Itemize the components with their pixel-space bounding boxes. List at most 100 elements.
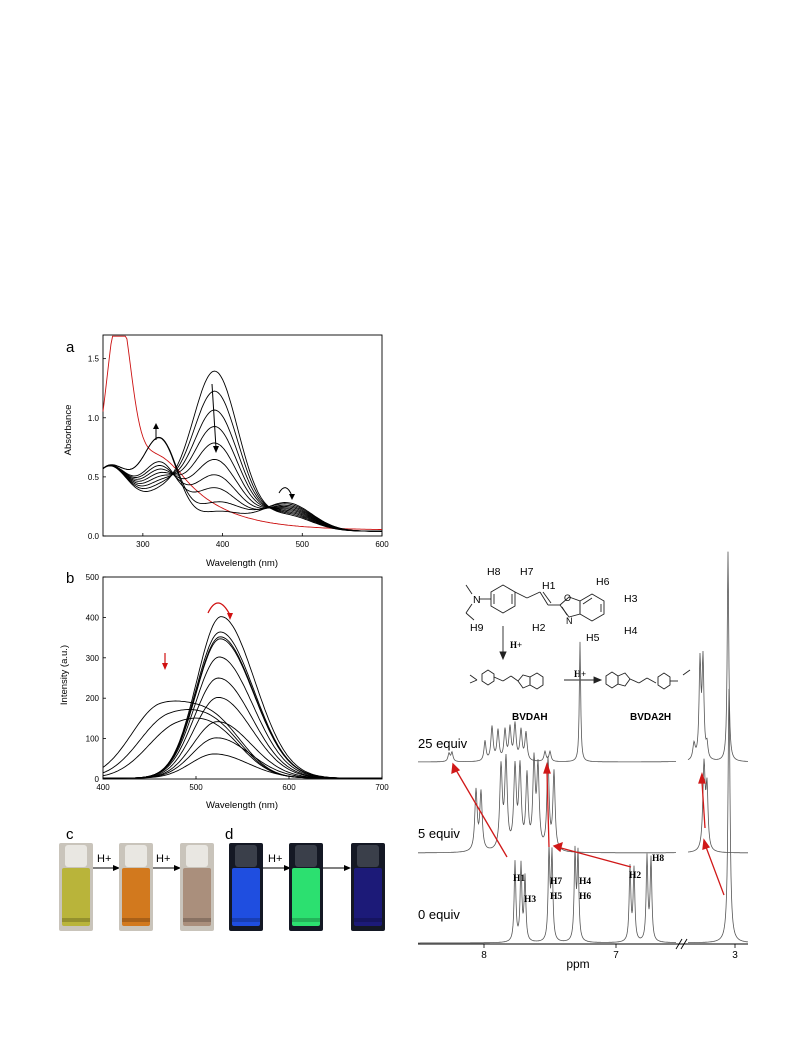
compound-label: BVDAH: [512, 712, 548, 723]
nmr-traces: [418, 551, 748, 944]
plot-frame: [102, 576, 383, 780]
trace-label: 5 equiv: [418, 826, 460, 841]
plot-frame: [102, 334, 383, 537]
panel-b-label: b: [66, 570, 74, 587]
emission-curve: [102, 709, 382, 779]
x-axis-label: ppm: [566, 957, 589, 971]
acid-label: H+: [574, 669, 586, 679]
absorbance-curve: [102, 436, 382, 532]
vial-photos: [59, 843, 385, 931]
quench-arrow: [162, 653, 168, 670]
emission-curve: [103, 677, 382, 779]
panel-c-label: c: [66, 826, 74, 843]
atom-label: H5: [586, 632, 600, 644]
absorbance-series: [102, 335, 383, 532]
atom-label: H3: [624, 593, 638, 605]
decrease-arrow: [211, 383, 219, 453]
absorbance-curve: [102, 370, 382, 532]
emission-curve: [103, 631, 382, 779]
tick-label: 400: [86, 613, 100, 622]
absorbance-curve: [102, 390, 382, 532]
nmr-spectrum: [418, 688, 748, 944]
tick-label: 0: [95, 775, 100, 784]
tick-label: 7: [613, 950, 619, 961]
vials-c-arrows: H+ H+: [90, 853, 181, 871]
emission-series: [102, 616, 382, 779]
axis-ticks: 400 500 600 700 0 100 200 300 400 500: [86, 573, 390, 792]
atom-label: N: [473, 594, 481, 606]
emission-curve: [103, 616, 382, 779]
peak-label: H4: [579, 877, 591, 887]
x-axis-label: Wavelength (nm): [206, 558, 278, 569]
tick-label: 400: [216, 540, 230, 549]
reaction-scheme: [465, 584, 691, 690]
panel-a-label: a: [66, 339, 75, 356]
tick-label: 400: [96, 783, 110, 792]
scheme-labels: H8 H7 H1 H6 H3 H4 H5 H2 H9 N O N H+ H+ B…: [470, 566, 671, 723]
tick-label: 0.0: [88, 532, 100, 541]
acid-label: H+: [97, 853, 111, 865]
tick-label: 0.5: [88, 473, 100, 482]
axis-ticks: 8 7 3: [481, 944, 738, 961]
peak-label: H7: [550, 877, 562, 887]
benzene-ring: [490, 584, 516, 614]
atom-label: N: [566, 616, 573, 626]
emission-curve: [103, 696, 382, 779]
shift-arrows: [451, 761, 725, 896]
shift-arrow: [278, 487, 295, 500]
acid-label: H+: [510, 640, 522, 650]
acid-label: H+: [156, 853, 170, 865]
peak-label: H2: [629, 871, 641, 881]
emission-curve: [103, 636, 382, 779]
vial: [119, 843, 153, 931]
peak-labels: H1 H3 H7 H5 H4 H6 H2 H8: [513, 854, 664, 905]
axis-ticks: 300 400 500 600 0.0 0.5 1.0 1.5: [88, 355, 389, 549]
tick-label: 1.0: [88, 414, 100, 423]
nmr-spectrum: [418, 551, 748, 763]
tick-label: 700: [375, 783, 389, 792]
axis-break: [675, 938, 688, 950]
tick-label: 200: [86, 694, 100, 703]
tick-label: 500: [86, 573, 100, 582]
atom-label: H9: [470, 622, 484, 634]
trace-label: 0 equiv: [418, 907, 460, 922]
absorbance-curve: [102, 461, 382, 532]
absorbance-curve: [102, 464, 382, 532]
tick-label: 3: [732, 950, 738, 961]
increase-arrow: [153, 423, 159, 440]
vials-d-arrows: H+: [261, 853, 351, 871]
absorbance-curve: [102, 437, 382, 532]
peak-label: H5: [550, 892, 562, 902]
emission-curve: [103, 737, 382, 779]
tick-label: 8: [481, 950, 487, 961]
atom-label: H7: [520, 566, 534, 578]
nmr-spectrum: [418, 752, 748, 854]
panel-a-absorbance-chart: a 300 400 500 600 0.0 0.5 1.0 1.5 Wavelength (n…: [63, 334, 389, 569]
tick-label: 300: [86, 654, 100, 663]
atom-label: H8: [487, 566, 501, 578]
panel-b-emission-chart: b 400 500 600 700 0 100 200 300 400 500 Wavelengt…: [59, 570, 389, 811]
y-axis-label: Intensity (a.u.): [59, 645, 70, 705]
emission-curve: [102, 700, 382, 779]
peak-label: H3: [524, 895, 536, 905]
emission-curve: [103, 753, 382, 779]
nmr-stack-chart: 8 7 3 ppm 25 equiv 5 equiv 0 equiv H1 H3 H…: [418, 551, 748, 971]
acid-label: H+: [268, 853, 282, 865]
absorbance-curve: [102, 335, 382, 530]
peak-label: H8: [652, 854, 664, 864]
peak-label: H6: [579, 892, 591, 902]
emission-curve: [103, 656, 382, 779]
tick-label: 100: [86, 735, 100, 744]
vial: [229, 843, 263, 931]
tick-label: 600: [282, 783, 296, 792]
tick-label: 500: [189, 783, 203, 792]
atom-label: H6: [596, 576, 610, 588]
x-axis-label: Wavelength (nm): [206, 800, 278, 811]
tick-label: 1.5: [88, 355, 100, 364]
tick-label: 300: [136, 540, 150, 549]
vial: [59, 843, 93, 931]
tick-label: 600: [375, 540, 389, 549]
panel-d-label: d: [225, 826, 233, 843]
atom-label: H4: [624, 625, 638, 637]
